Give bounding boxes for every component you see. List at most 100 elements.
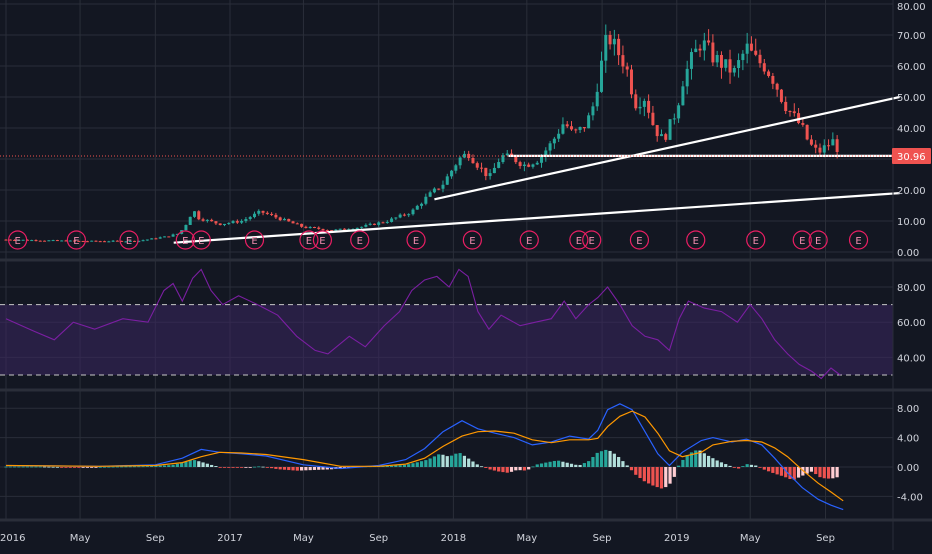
macd-histogram-bar: [458, 453, 462, 467]
candle-body: [788, 111, 792, 113]
candle-body: [240, 221, 244, 223]
earnings-marker[interactable]: E: [299, 230, 319, 250]
candle-body: [702, 40, 706, 51]
macd-histogram-bar: [72, 467, 77, 468]
macd-histogram-bar: [771, 467, 775, 473]
macd-histogram-bar: [55, 466, 60, 468]
macd-histogram-bar: [724, 464, 728, 467]
candle-body: [115, 240, 119, 242]
macd-histogram-bar: [766, 467, 771, 472]
trendlines[interactable]: [0, 95, 900, 244]
earnings-marker-circle: [686, 230, 706, 250]
candle-body: [330, 230, 334, 232]
macd-histogram-bar: [128, 466, 132, 468]
earnings-marker[interactable]: E: [66, 230, 86, 250]
candle-body: [321, 228, 325, 231]
macd-histogram-bar: [707, 455, 711, 467]
earnings-marker[interactable]: E: [119, 230, 139, 250]
macd-histogram-bar: [698, 450, 702, 467]
time-axis-tick-label: Sep: [146, 533, 165, 544]
candle-body: [111, 240, 115, 242]
candle-body: [64, 240, 68, 242]
earnings-marker[interactable]: E: [629, 230, 650, 250]
price-scale[interactable]: 80.0070.0060.0050.0040.0030.0020.0010.00…: [892, 2, 931, 503]
candle-body: [133, 240, 137, 242]
macd-histogram-bar: [702, 453, 706, 467]
earnings-marker[interactable]: E: [244, 230, 265, 250]
macd-histogram-bar: [12, 466, 17, 468]
macd-histogram-bar: [338, 467, 342, 469]
candle-body: [724, 59, 728, 68]
earnings-marker[interactable]: E: [519, 230, 539, 250]
macd-histogram-bar: [509, 467, 514, 472]
candle-body: [792, 111, 796, 114]
macd-histogram-bar: [171, 464, 175, 467]
candle-body: [694, 48, 698, 53]
macd-histogram-bar: [90, 467, 94, 468]
macd-histogram-bar: [419, 461, 424, 467]
macd-histogram-bar: [317, 467, 321, 470]
earnings-marker[interactable]: E: [848, 230, 869, 250]
candle-body: [599, 60, 603, 92]
candle-body: [103, 241, 107, 243]
macd-histogram-bar: [462, 455, 467, 467]
price-axis-tick-label: 0.00: [897, 248, 919, 259]
earnings-marker[interactable]: E: [462, 230, 482, 250]
earnings-marker[interactable]: E: [406, 230, 426, 250]
candle-body: [231, 221, 235, 223]
macd-histogram-bar: [210, 464, 214, 467]
trendline[interactable]: [434, 95, 900, 201]
earnings-marker[interactable]: E: [686, 230, 706, 250]
candle-body: [814, 144, 818, 148]
candle-body: [261, 210, 265, 213]
rsi-axis-tick-label: 40.00: [897, 353, 926, 364]
earnings-marker[interactable]: E: [191, 230, 211, 250]
macd-histogram-bar: [814, 467, 818, 475]
trendline[interactable]: [173, 192, 900, 244]
macd-histogram-bar: [291, 467, 295, 471]
candle-body: [175, 233, 179, 235]
macd-histogram-bar: [539, 463, 544, 467]
candle-body: [424, 196, 428, 204]
earnings-marker[interactable]: E: [312, 230, 333, 250]
macd-histogram-bar: [308, 467, 312, 471]
macd-histogram-bar: [115, 466, 119, 468]
macd-histogram-bar: [205, 463, 209, 467]
earnings-marker[interactable]: E: [350, 230, 370, 250]
earnings-marker[interactable]: E: [175, 230, 195, 250]
earnings-marker[interactable]: E: [746, 230, 766, 250]
candle-body: [677, 105, 681, 119]
macd-histogram-bar: [124, 466, 128, 468]
candle-body: [235, 221, 239, 223]
macd-axis-tick-label: 4.00: [897, 434, 919, 445]
candle-body: [634, 94, 638, 109]
earnings-marker-circle: [519, 230, 539, 250]
earnings-marker[interactable]: E: [808, 230, 828, 250]
macd-histogram-bar: [625, 465, 629, 467]
candle-body: [154, 238, 158, 240]
candle-body: [394, 217, 398, 219]
macd-histogram-bar: [274, 467, 278, 469]
candle-body: [77, 240, 81, 242]
candle-body: [762, 63, 766, 72]
candle-body: [540, 156, 544, 163]
time-scale[interactable]: 2016 May Sep 2017 May Sep 2018 May Sep 2019 May Sep: [0, 533, 835, 544]
macd-histogram-bar: [497, 467, 501, 472]
macd-histogram-bar: [595, 452, 599, 467]
earnings-marker[interactable]: E: [582, 230, 602, 250]
candle-body: [287, 218, 291, 222]
earnings-marker-circle: [66, 230, 86, 250]
earnings-marker[interactable]: E: [569, 230, 589, 250]
macd-histogram-bar: [389, 465, 394, 467]
earnings-marker-label: E: [198, 236, 204, 247]
earnings-marker-circle: [848, 230, 869, 250]
earnings-marker[interactable]: E: [792, 230, 812, 250]
macd-histogram-bar: [111, 466, 115, 468]
earnings-marker-circle: [312, 230, 333, 250]
candle-body: [827, 145, 831, 147]
earnings-marker[interactable]: E: [8, 230, 28, 250]
